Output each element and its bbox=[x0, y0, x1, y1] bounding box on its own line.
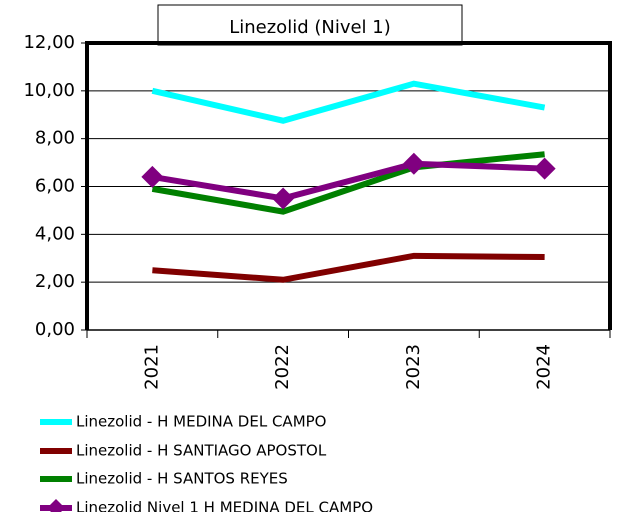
x-tick-label: 2022 bbox=[272, 344, 293, 390]
y-tick-label: 8,00 bbox=[35, 128, 75, 149]
title-box bbox=[157, 4, 463, 46]
point-marker bbox=[402, 152, 425, 175]
point-marker bbox=[533, 157, 556, 180]
y-tick-label: 6,00 bbox=[35, 176, 75, 197]
legend-label: Linezolid - H MEDINA DEL CAMPO bbox=[76, 413, 327, 431]
y-tick-label: 2,00 bbox=[35, 271, 75, 292]
series-line bbox=[151, 151, 545, 215]
legend-marker bbox=[47, 499, 65, 512]
x-tick-label: 2024 bbox=[534, 344, 555, 390]
legend-label: Linezolid - H SANTIAGO APOSTOL bbox=[76, 442, 327, 460]
point-marker bbox=[141, 165, 164, 188]
y-tick-label: 10,00 bbox=[23, 80, 75, 101]
y-tick-label: 4,00 bbox=[35, 223, 75, 244]
series-line bbox=[151, 80, 546, 124]
series-line bbox=[152, 252, 545, 283]
x-tick-label: 2021 bbox=[141, 344, 162, 390]
legend-label: Linezolid - H SANTOS REYES bbox=[76, 470, 288, 488]
point-marker bbox=[272, 187, 295, 210]
y-tick-label: 0,00 bbox=[35, 319, 75, 340]
y-tick-label: 12,00 bbox=[23, 32, 75, 53]
legend-label: Linezolid Nivel 1 H MEDINA DEL CAMPO bbox=[76, 499, 373, 512]
x-tick-label: 2023 bbox=[403, 344, 424, 390]
plot-frame bbox=[85, 41, 612, 330]
series-line bbox=[151, 160, 545, 202]
chart-title: Linezolid (Nivel 1) bbox=[229, 17, 391, 38]
